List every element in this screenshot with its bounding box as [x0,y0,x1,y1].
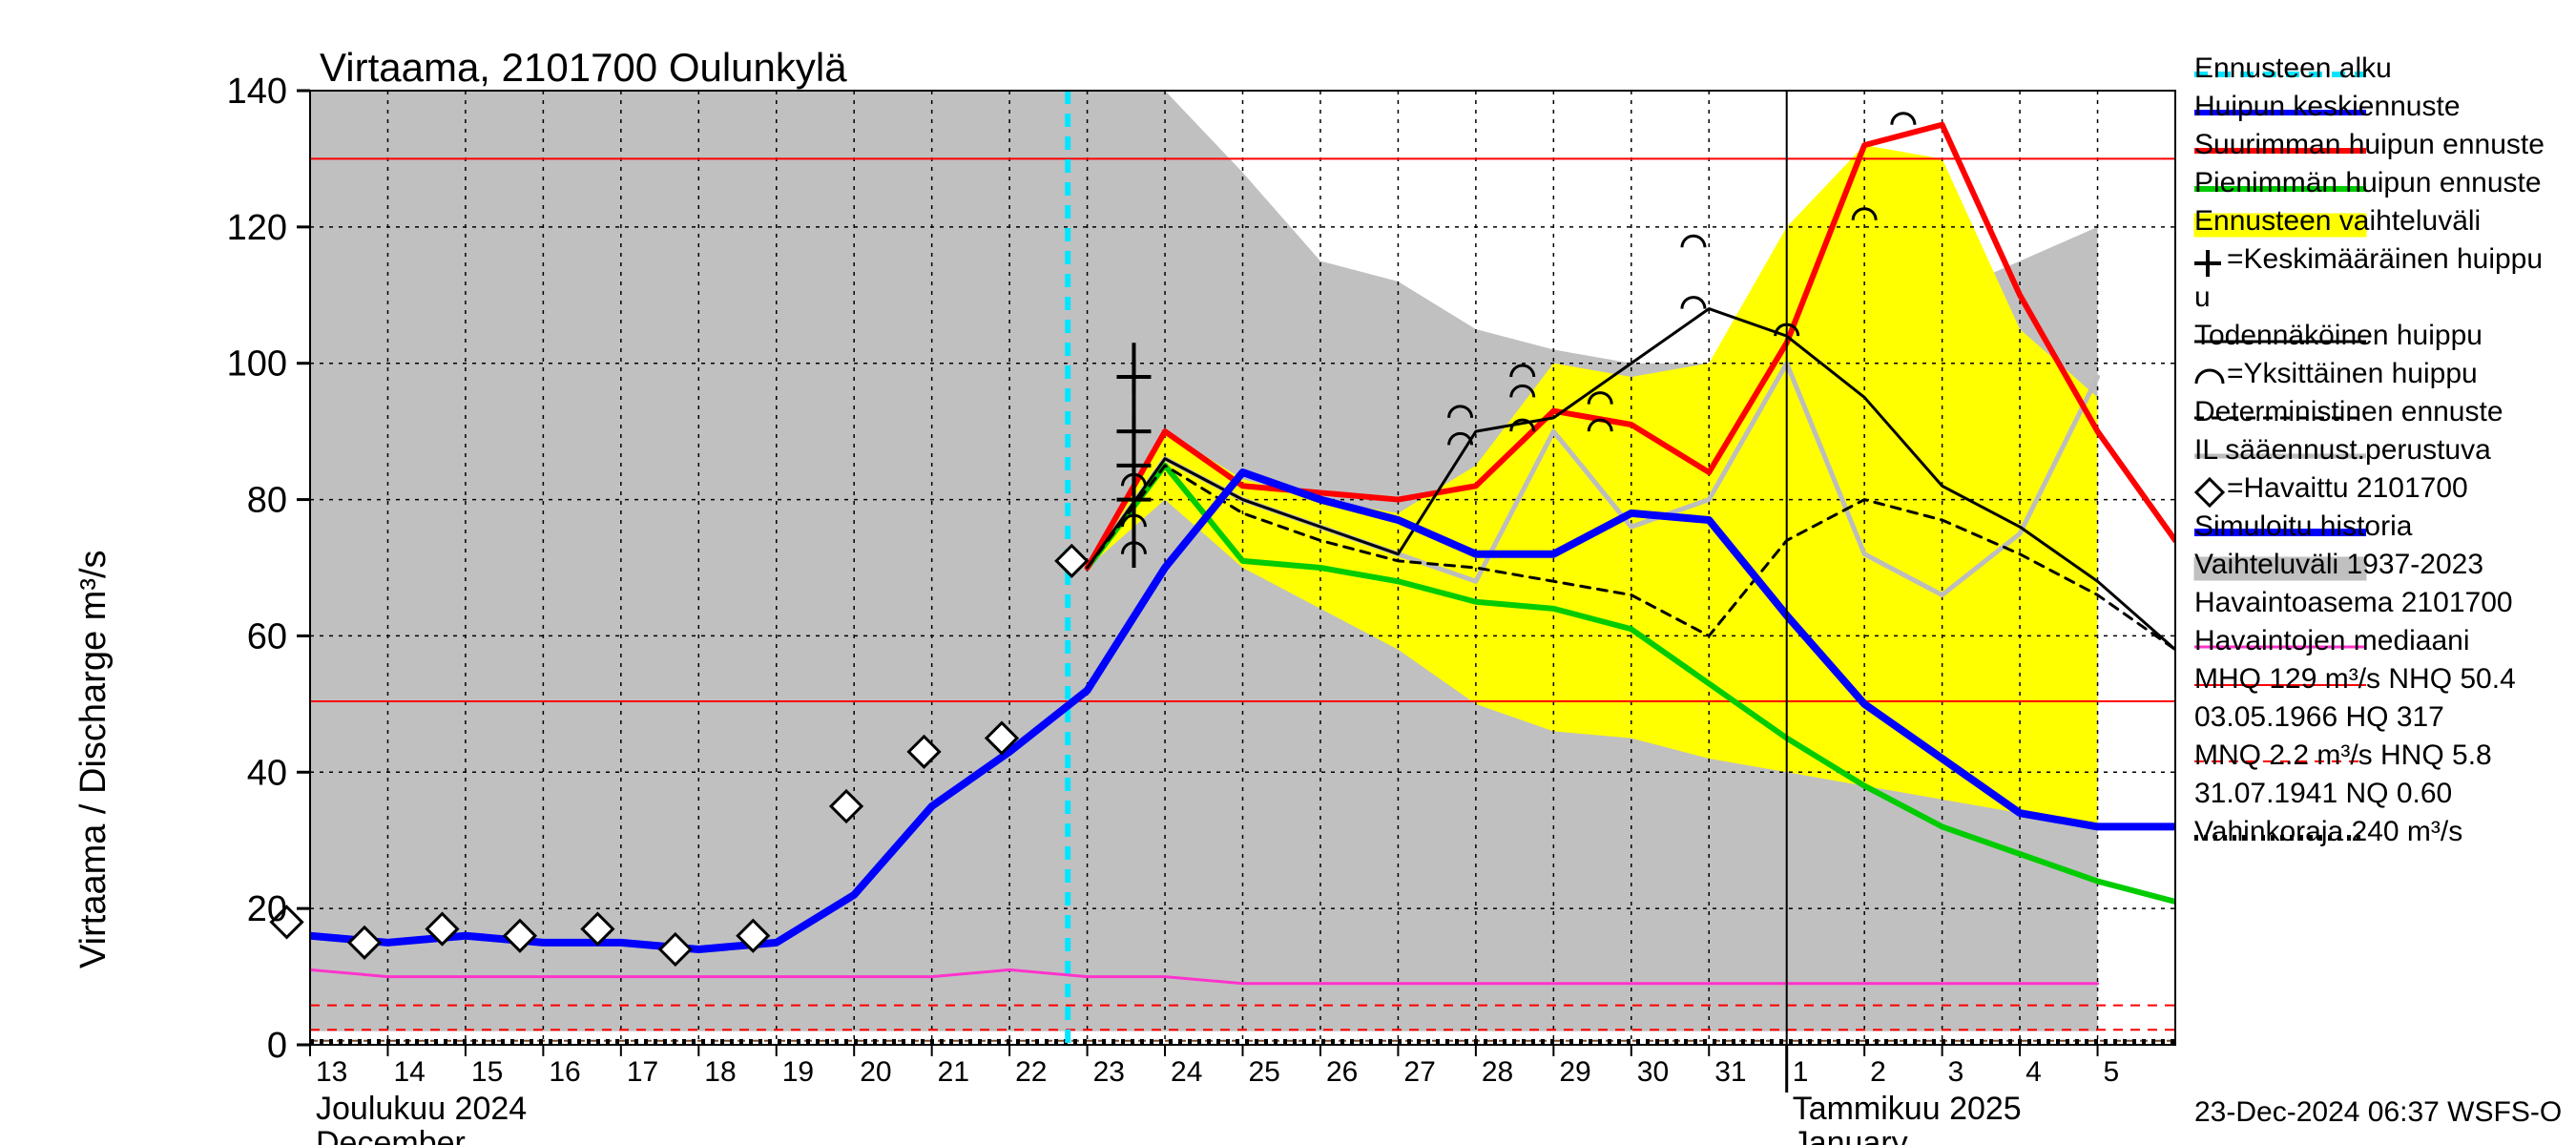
svg-text:24: 24 [1171,1056,1202,1088]
legend-label: 03.05.1966 HQ 317 [2194,701,2444,733]
legend-label: Simuloitu historia [2194,510,2413,542]
svg-text:Tammikuu 2025: Tammikuu 2025 [1793,1091,2022,1127]
svg-text:3: 3 [1948,1056,1964,1088]
svg-text:29: 29 [1559,1056,1590,1088]
svg-text:13: 13 [316,1056,347,1088]
svg-text:16: 16 [549,1056,580,1088]
svg-text:120: 120 [227,208,287,248]
legend-label: Havaintojen mediaani [2194,625,2470,656]
svg-text:19: 19 [782,1056,814,1088]
svg-text:Joulukuu 2024: Joulukuu 2024 [316,1091,527,1127]
svg-text:December: December [316,1125,466,1145]
legend-label: =Keskimääräinen huippu [2227,243,2543,275]
svg-text:15: 15 [471,1056,503,1088]
legend-label: Havaintoasema 2101700 [2194,587,2513,618]
svg-text:30: 30 [1637,1056,1669,1088]
legend-label: =Yksittäinen huippu [2227,358,2478,389]
svg-text:21: 21 [938,1056,969,1088]
legend-label: Vahinkoraja 240 m³/s [2194,816,2462,847]
legend-label: 31.07.1941 NQ 0.60 [2194,778,2452,809]
legend-label: Huipun keskiennuste [2194,91,2461,122]
legend-label: Pienimmän huipun ennuste [2194,167,2542,198]
svg-text:Virtaama / Discharge m³/s: Virtaama / Discharge m³/s [73,550,114,968]
svg-text:2: 2 [1870,1056,1886,1088]
svg-text:20: 20 [247,889,287,929]
svg-text:1: 1 [1793,1056,1809,1088]
svg-text:25: 25 [1249,1056,1280,1088]
svg-text:40: 40 [247,753,287,793]
legend-label: Deterministinen ennuste [2194,396,2503,427]
svg-text:5: 5 [2104,1056,2120,1088]
legend-label: MNQ 2.2 m³/s HNQ 5.8 [2194,739,2492,771]
legend-label: Ennusteen vaihteluväli [2194,205,2481,237]
legend-label: Todennäköinen huippu [2194,320,2483,351]
svg-text:Virtaama, 2101700 Oulunkylä: Virtaama, 2101700 Oulunkylä [320,45,847,90]
svg-text:140: 140 [227,72,287,112]
svg-text:27: 27 [1403,1056,1435,1088]
svg-text:14: 14 [393,1056,425,1088]
svg-text:u: u [2194,281,2211,313]
svg-text:22: 22 [1015,1056,1047,1088]
svg-text:23: 23 [1093,1056,1125,1088]
svg-text:20: 20 [860,1056,891,1088]
legend-label: MHQ 129 m³/s NHQ 50.4 [2194,663,2516,695]
legend-label: IL sääennust.perustuva [2194,434,2491,466]
legend-label: Vaihteluväli 1937-2023 [2194,549,2483,580]
svg-text:4: 4 [2025,1056,2042,1088]
svg-text:28: 28 [1482,1056,1513,1088]
svg-text:26: 26 [1326,1056,1358,1088]
svg-text:17: 17 [627,1056,658,1088]
svg-text:31: 31 [1714,1056,1746,1088]
svg-text:100: 100 [227,344,287,385]
legend-label: Ennusteen alku [2194,52,2392,84]
svg-text:60: 60 [247,616,287,656]
svg-text:18: 18 [704,1056,736,1088]
svg-text:0: 0 [267,1026,287,1066]
render-timestamp: 23-Dec-2024 06:37 WSFS-O [2194,1096,2562,1128]
legend-label: =Havaittu 2101700 [2227,472,2468,504]
discharge-forecast-chart: 020406080100120140Virtaama / Discharge m… [0,0,2576,1145]
legend-label: Suurimman huipun ennuste [2194,129,2545,160]
svg-text:80: 80 [247,481,287,521]
svg-text:January: January [1793,1125,1908,1145]
